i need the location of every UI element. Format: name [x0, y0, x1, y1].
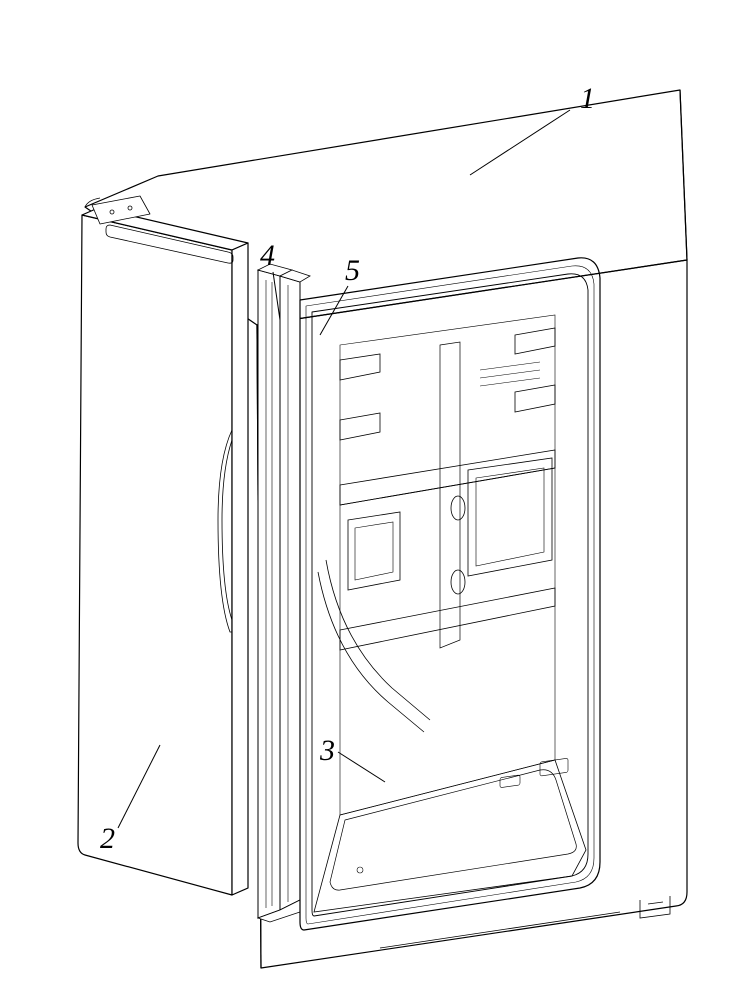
- interior-details: [314, 315, 586, 912]
- label-2: 2: [100, 822, 115, 855]
- label-5: 5: [345, 254, 360, 287]
- leader-1: [470, 110, 570, 175]
- leader-3: [338, 752, 385, 782]
- label-3: 3: [319, 734, 335, 767]
- mullion-strip: [258, 264, 310, 922]
- cabinet-seams: [380, 896, 670, 948]
- label-1: 1: [580, 82, 595, 115]
- figure-canvas: 1 2 3 4 5: [0, 0, 741, 1000]
- label-4: 4: [260, 239, 275, 272]
